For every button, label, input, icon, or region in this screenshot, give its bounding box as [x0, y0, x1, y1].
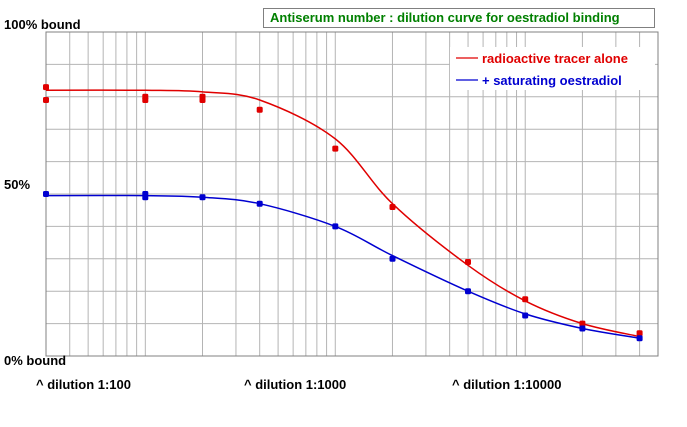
data-point-tracer	[636, 330, 643, 337]
grid	[46, 32, 658, 356]
data-point-saturating	[636, 335, 643, 342]
legend-entry-saturating: + saturating oestradiol	[456, 73, 622, 88]
legend-label-tracer: radioactive tracer alone	[482, 51, 628, 66]
data-point-saturating	[332, 223, 339, 230]
x-tick-label-100: ^ dilution 1:100	[36, 377, 131, 392]
series-line-saturating	[45, 194, 640, 339]
data-point-saturating	[43, 191, 49, 197]
legend-box	[450, 47, 655, 90]
data-point-tracer	[43, 97, 49, 103]
data-point-tracer	[579, 320, 586, 327]
legend-entry-tracer: radioactive tracer alone	[456, 51, 628, 66]
data-point-saturating	[522, 312, 529, 319]
legend-label-saturating: + saturating oestradiol	[482, 73, 622, 88]
data-point-saturating	[465, 288, 471, 295]
data-point-saturating	[579, 325, 586, 332]
data-point-tracer	[199, 97, 206, 103]
data-point-tracer	[522, 296, 529, 303]
data-point-tracer	[142, 97, 149, 103]
data-point-tracer	[43, 84, 49, 91]
y-tick-label-100: 100% bound	[4, 17, 81, 32]
series-layer	[43, 84, 643, 342]
x-tick-label-1000: ^ dilution 1:1000	[244, 377, 347, 392]
y-tick-label-0: 0% bound	[4, 353, 67, 368]
data-point-saturating	[389, 255, 396, 262]
x-tick-label-10000: ^ dilution 1:10000	[452, 377, 562, 392]
data-point-tracer	[332, 145, 339, 152]
data-point-saturating	[142, 194, 149, 201]
series-tracer	[43, 84, 643, 338]
data-point-saturating	[199, 194, 206, 201]
series-saturating	[43, 191, 643, 342]
data-point-tracer	[389, 204, 396, 210]
data-point-tracer	[256, 106, 263, 113]
chart-title: Antiserum number : dilution curve for oe…	[263, 8, 655, 28]
series-line-tracer	[45, 89, 640, 338]
data-point-tracer	[465, 259, 471, 265]
data-point-saturating	[256, 200, 263, 207]
y-tick-label-50: 50%	[4, 177, 31, 192]
